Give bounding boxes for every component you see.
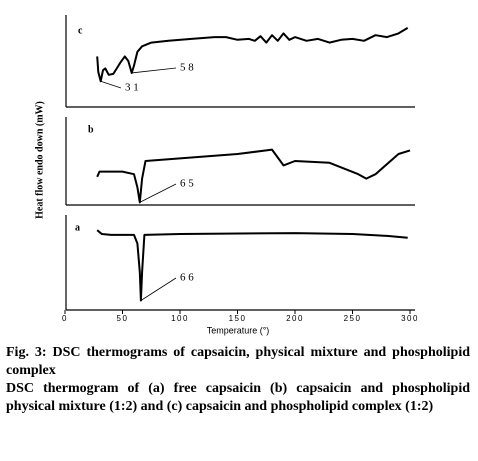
x-tick-label: 100 — [171, 314, 189, 323]
curve — [96, 27, 409, 83]
annotation-leader — [139, 183, 177, 203]
x-tick-label: 50 — [117, 314, 129, 323]
x-tick-label: 150 — [229, 314, 247, 323]
panel-label: a — [75, 222, 80, 233]
annotation-leader — [100, 80, 122, 89]
x-axis-label: Temperature (°) — [207, 325, 270, 335]
x-tick-label: 200 — [286, 314, 304, 323]
annotation: 5 8 — [180, 62, 194, 74]
annotation: 3 1 — [125, 82, 139, 94]
annotation-leader — [140, 277, 177, 301]
curve — [96, 229, 408, 302]
caption-text: DSC thermogram of (a) free capsaicin (b)… — [6, 381, 470, 415]
caption-title: Fig. 3: DSC thermograms of capsaicin, ph… — [6, 345, 470, 379]
x-tick-label: 250 — [344, 314, 362, 323]
y-axis-label: Heat flow endo down (mW) — [34, 101, 45, 219]
annotation: 6 6 — [180, 272, 194, 284]
panel-label: c — [78, 25, 83, 36]
x-tick-label: 0 — [62, 314, 68, 323]
x-tick-label: 300 — [401, 314, 419, 323]
chart: Heat flow endo down (mW) Temperature (°)… — [34, 15, 419, 335]
panel-label: b — [88, 124, 94, 135]
curve — [96, 148, 411, 204]
annotation: 6 5 — [180, 178, 194, 190]
annotation-leader — [131, 67, 177, 74]
